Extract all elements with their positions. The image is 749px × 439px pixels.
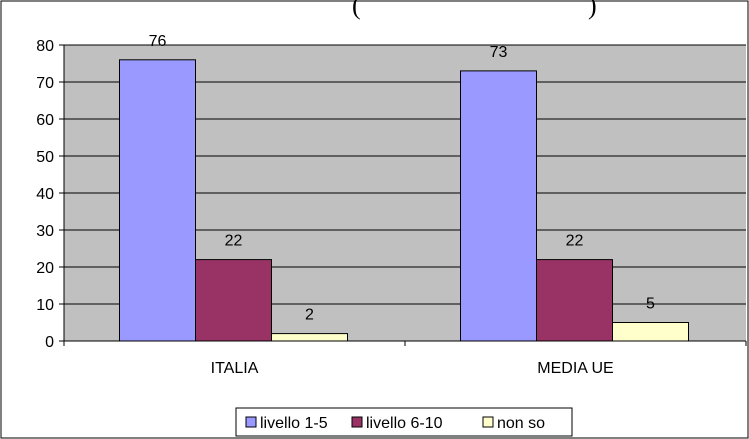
y-tick-label: 70 [36,75,54,92]
legend-label: non so [497,415,545,432]
legend-box [235,407,573,437]
legend-swatch [245,416,257,428]
y-tick-label: 80 [36,38,54,55]
y-tick-label: 30 [36,223,54,240]
bar-media-ue-2 [536,259,613,342]
y-tick-label: 40 [36,186,54,203]
legend-label: livello 1-5 [260,415,328,432]
y-tick-label: 50 [36,149,54,166]
title-close-paren: ) [588,0,597,20]
bar-italia-1 [119,59,196,342]
data-label: 76 [149,33,167,50]
y-tick-label: 10 [36,297,54,314]
y-tick-label: 20 [36,260,54,277]
legend-swatch [351,416,363,428]
data-label: 22 [566,233,584,250]
x-category-label: MEDIA UE [537,360,613,377]
title-open-paren: ( [352,0,361,20]
data-label: 73 [490,44,508,61]
data-label: 5 [646,296,655,313]
data-label: 2 [305,307,314,324]
y-tick-label: 0 [45,334,54,351]
legend-label: livello 6-10 [366,415,443,432]
bar-italia-2 [195,259,272,342]
bar-media-ue-1 [460,70,537,342]
x-category-label: ITALIA [211,360,259,377]
bar-media-ue-3 [612,322,689,342]
legend-swatch [482,416,494,428]
y-tick-label: 60 [36,112,54,129]
bar-italia-3 [271,333,348,342]
data-label: 22 [225,233,243,250]
legend: livello 1-5 livello 6-10 non so [235,407,573,437]
